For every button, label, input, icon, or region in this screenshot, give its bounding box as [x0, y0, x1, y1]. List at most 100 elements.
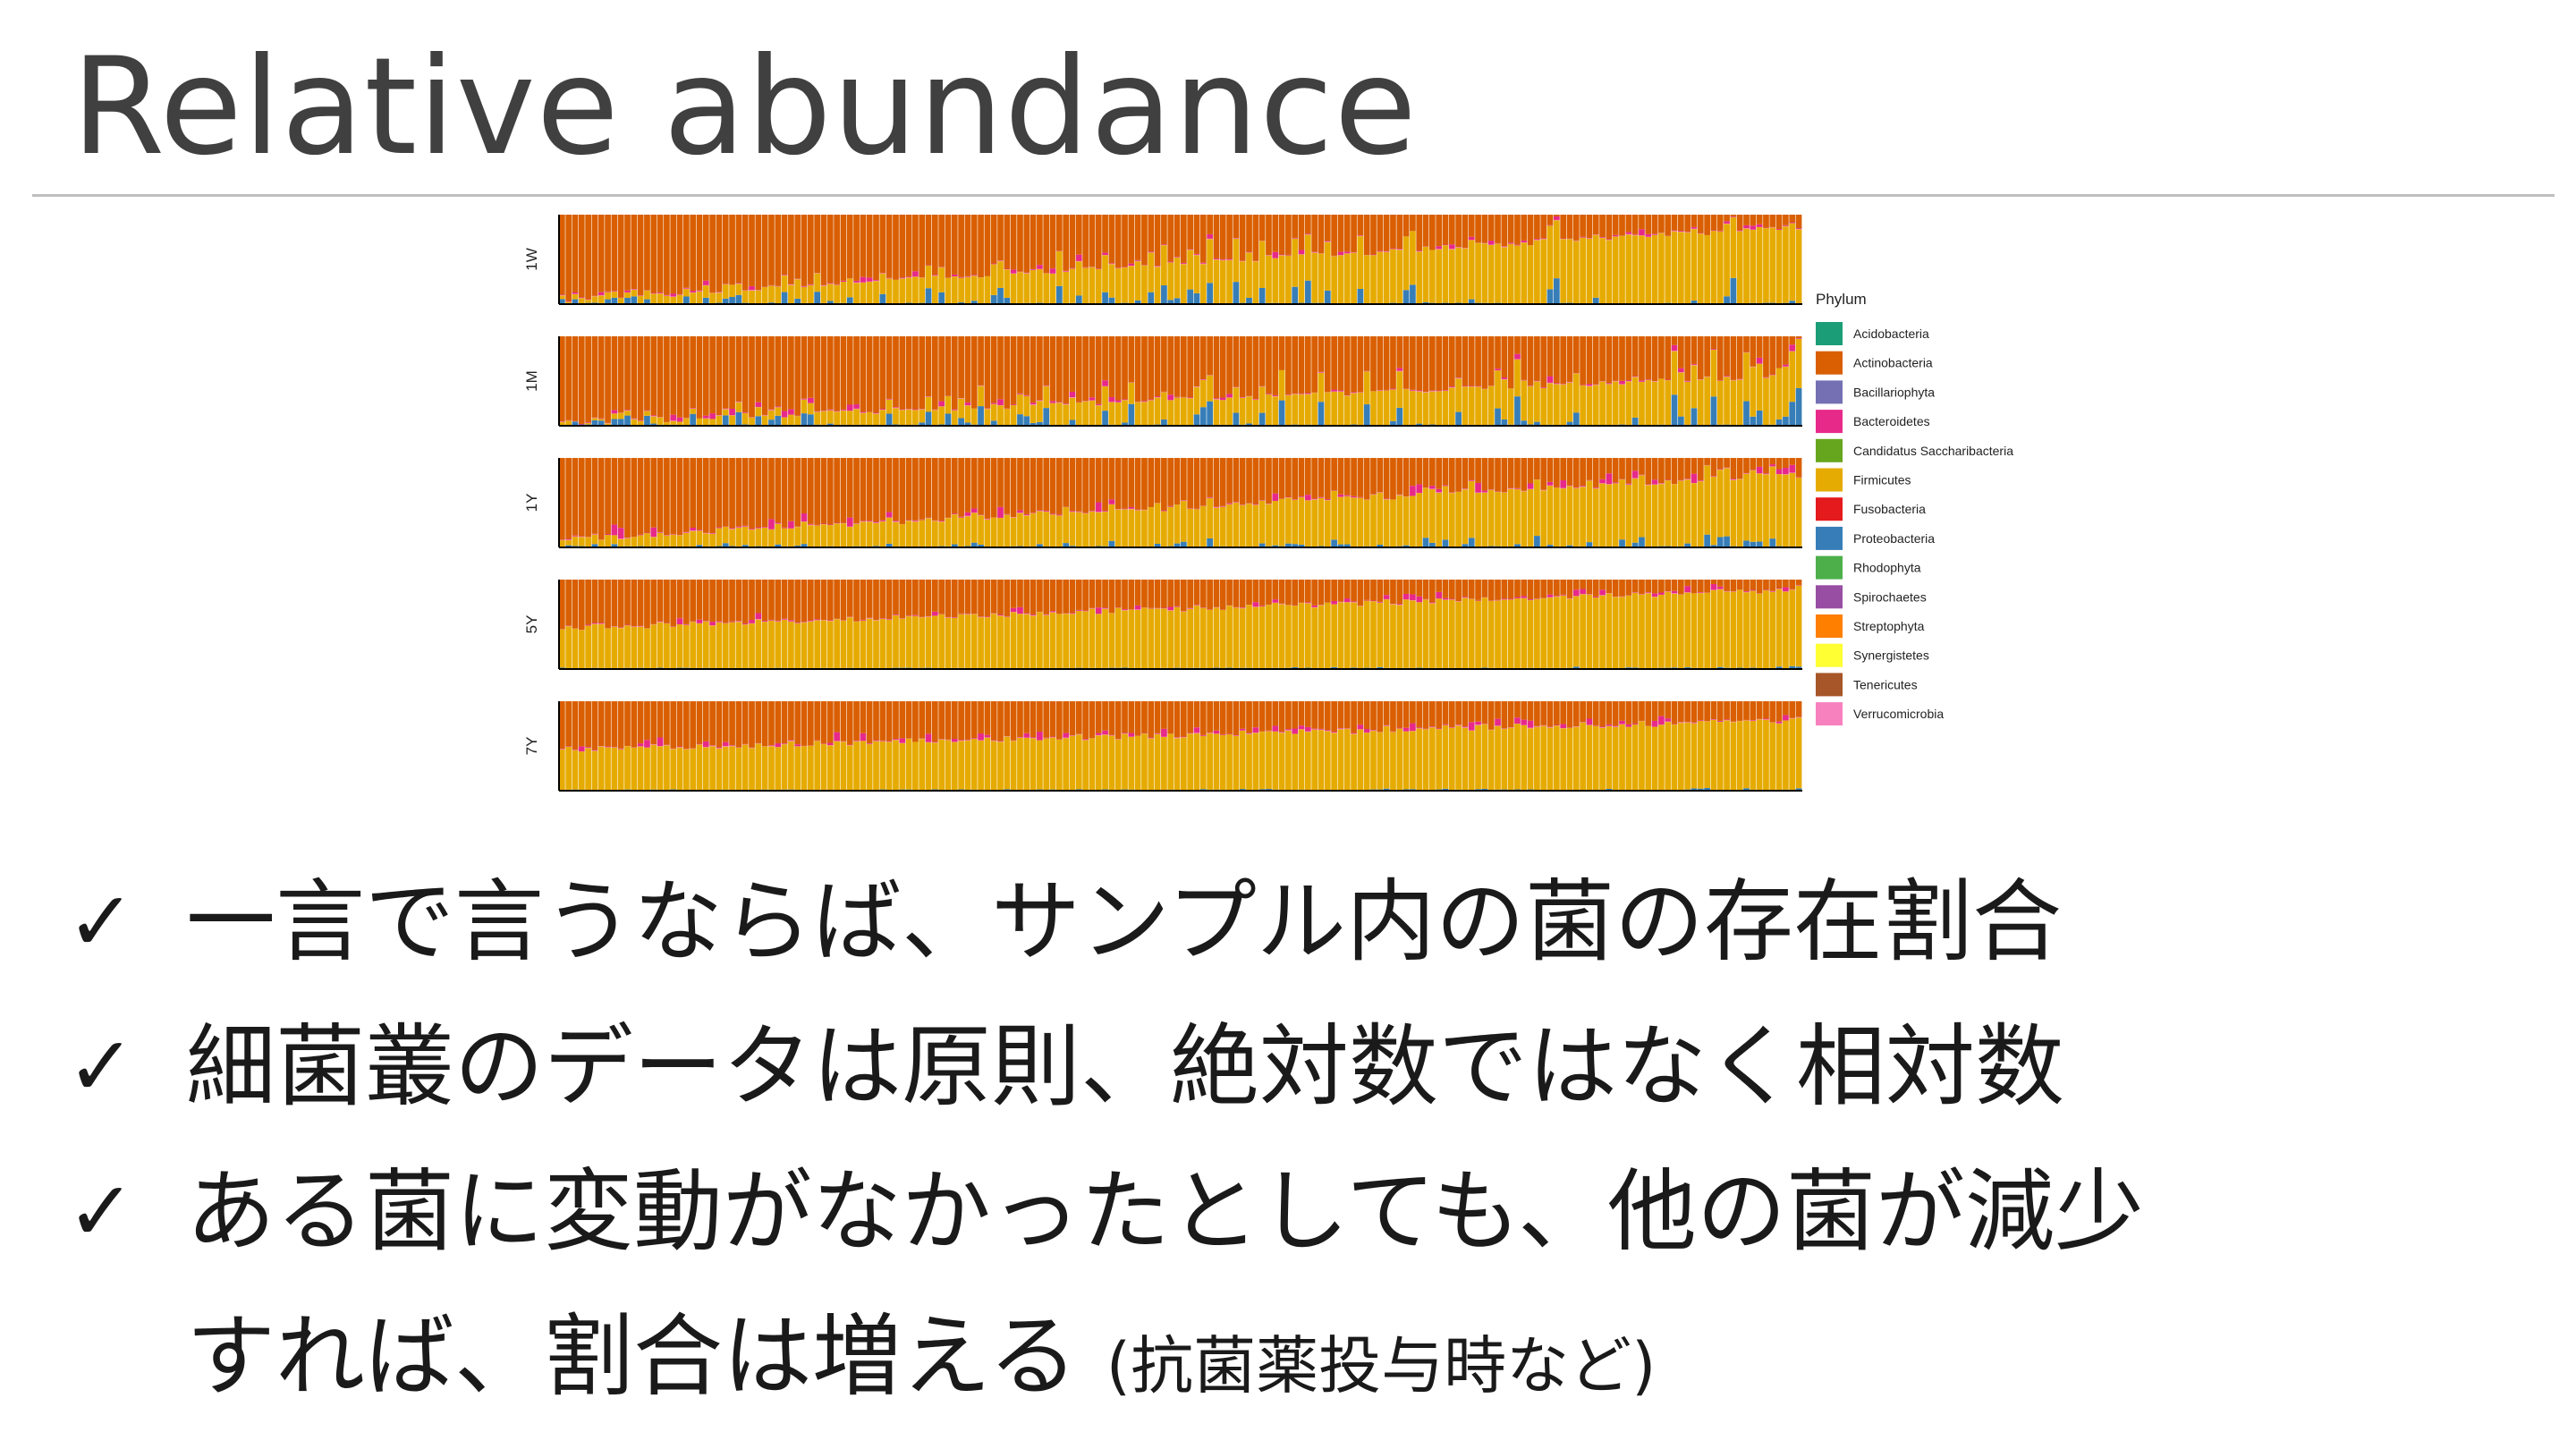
- bar-segment-firmicutes: [1684, 479, 1691, 544]
- bar-segment-firmicutes: [1187, 398, 1194, 426]
- bar-segment-actinobacteria: [1514, 215, 1521, 245]
- bar-segment-firmicutes: [1089, 267, 1096, 304]
- bar-segment-actinobacteria: [1455, 580, 1462, 602]
- bar-segment-bacteroidetes: [1056, 514, 1063, 516]
- bar-segment-firmicutes: [1037, 612, 1043, 669]
- bar-segment-firmicutes: [1023, 737, 1030, 791]
- bar-segment-proteobacteria: [1572, 412, 1580, 426]
- bar-segment-actinobacteria: [1049, 701, 1056, 737]
- bar-segment-actinobacteria: [814, 336, 821, 411]
- bar-segment-bacteroidetes: [1377, 390, 1384, 391]
- bar-segment-firmicutes: [1141, 607, 1148, 669]
- bar-segment-bacteroidetes: [1193, 253, 1200, 255]
- bar-segment-firmicutes: [1017, 513, 1023, 547]
- bar-segment-firmicutes: [1167, 506, 1174, 547]
- bar-segment-firmicutes: [1141, 265, 1148, 304]
- bar-segment-bacteroidetes: [1612, 725, 1619, 727]
- bar-segment-firmicutes: [1390, 732, 1396, 791]
- bar-segment-firmicutes: [1252, 399, 1259, 426]
- bar-segment-actinobacteria: [1462, 458, 1469, 489]
- bar-segment-firmicutes: [1795, 717, 1802, 789]
- bar-segment-firmicutes: [591, 623, 598, 668]
- bar-segment-actinobacteria: [1599, 215, 1606, 238]
- bar-segment-actinobacteria: [1769, 458, 1776, 465]
- bar-segment-firmicutes: [1331, 490, 1337, 540]
- bar-segment-firmicutes: [860, 282, 867, 304]
- bar-segment-bacteroidetes: [1311, 728, 1318, 730]
- bar-segment-bacteroidetes: [1736, 378, 1743, 380]
- bar-segment-bacteroidetes: [1043, 510, 1050, 512]
- bar-segment-proteobacteria: [1724, 296, 1730, 304]
- bar-segment-firmicutes: [755, 743, 762, 791]
- bar-segment-actinobacteria: [1258, 580, 1266, 606]
- bar-segment-bacteroidetes: [775, 621, 782, 622]
- bar-segment-bacteroidetes: [761, 621, 768, 623]
- bar-segment-actinobacteria: [1422, 215, 1429, 247]
- bar-segment-actinobacteria: [1239, 336, 1246, 398]
- bar-segment-bacteroidetes: [578, 423, 585, 425]
- bar-segment-firmicutes: [840, 620, 847, 669]
- bar-segment-actinobacteria: [775, 580, 782, 622]
- bar-segment-bacteroidetes: [1272, 394, 1279, 396]
- bar-segment-actinobacteria: [1462, 336, 1469, 386]
- bar-segment-actinobacteria: [1075, 580, 1082, 610]
- bar-segment-actinobacteria: [775, 336, 782, 407]
- bar-segment-firmicutes: [1736, 589, 1743, 668]
- bar-segment-bacteroidetes: [984, 734, 991, 738]
- legend-swatch: [1816, 438, 1843, 462]
- bar-segment-firmicutes: [1750, 590, 1757, 668]
- bar-segment-bacteroidetes: [670, 414, 677, 421]
- bar-segment-actinobacteria: [768, 215, 775, 285]
- bar-segment-actinobacteria: [1258, 336, 1266, 386]
- bar-segment-actinobacteria: [912, 458, 919, 521]
- bar-segment-actinobacteria: [676, 458, 683, 536]
- bar-segment-firmicutes: [578, 298, 585, 304]
- bar-segment-firmicutes: [814, 741, 821, 790]
- bar-segment-bacteroidetes: [768, 745, 775, 746]
- bar-segment-bacteroidetes: [1546, 225, 1554, 226]
- bar-segment-actinobacteria: [1258, 701, 1266, 732]
- bar-segment-actinobacteria: [1114, 458, 1122, 510]
- bar-segment-firmicutes: [1285, 605, 1292, 668]
- bar-segment-bacteroidetes: [808, 620, 814, 622]
- bar-segment-firmicutes: [1324, 500, 1331, 547]
- bar-segment-firmicutes: [1487, 730, 1495, 791]
- bar-segment-actinobacteria: [808, 215, 814, 284]
- bar-segment-actinobacteria: [886, 580, 893, 620]
- bar-segment-firmicutes: [1783, 367, 1789, 417]
- bar-segment-actinobacteria: [781, 580, 788, 619]
- bar-segment-firmicutes: [1004, 269, 1011, 298]
- bar-segment-actinobacteria: [1390, 215, 1396, 249]
- bar-segment-bacteroidetes: [1324, 499, 1331, 501]
- bar-segment-actinobacteria: [1370, 336, 1377, 392]
- bar-segment-actinobacteria: [1095, 215, 1102, 269]
- bar-segment-actinobacteria: [761, 336, 768, 415]
- bar-segment-actinobacteria: [1586, 580, 1593, 595]
- bar-segment-firmicutes: [1475, 386, 1481, 426]
- bar-segment-firmicutes: [1521, 491, 1528, 547]
- bar-segment-proteobacteria: [1030, 422, 1037, 426]
- bar-segment-firmicutes: [631, 627, 638, 669]
- bar-segment-firmicutes: [1213, 607, 1220, 668]
- bar-segment-actinobacteria: [1174, 580, 1181, 606]
- bar-segment-bacteroidetes: [1710, 476, 1717, 477]
- bar-segment-firmicutes: [1075, 402, 1082, 426]
- bar-segment-proteobacteria: [1639, 537, 1645, 547]
- bar-segment-actinobacteria: [893, 580, 899, 614]
- bar-segment-firmicutes: [1219, 260, 1226, 304]
- bar-segment-firmicutes: [1266, 731, 1272, 790]
- bar-segment-firmicutes: [1775, 589, 1783, 667]
- bar-segment-actinobacteria: [1049, 580, 1056, 612]
- bar-segment-firmicutes: [716, 415, 723, 426]
- bar-segment-firmicutes: [879, 521, 886, 547]
- bar-segment-firmicutes: [853, 622, 860, 669]
- bar-segment-actinobacteria: [1037, 580, 1043, 612]
- bar-segment-actinobacteria: [873, 701, 879, 741]
- bar-segment-firmicutes: [1108, 504, 1115, 541]
- legend-label: Verrucomicrobia: [1853, 707, 1944, 721]
- bar-segment-bacteroidetes: [1337, 728, 1344, 729]
- bar-segment-actinobacteria: [1043, 458, 1050, 511]
- bar-segment-actinobacteria: [749, 580, 755, 621]
- bar-segment-bacteroidetes: [1219, 505, 1226, 507]
- bar-segment-actinobacteria: [1481, 701, 1488, 724]
